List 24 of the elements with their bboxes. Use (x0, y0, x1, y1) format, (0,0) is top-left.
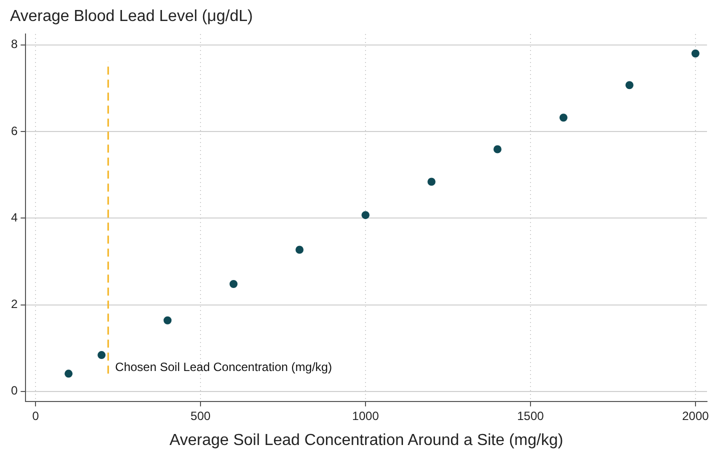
y-tick-label: 0 (10, 384, 18, 398)
point (691, 49, 700, 58)
point (559, 114, 568, 122)
point (296, 246, 304, 254)
point (164, 316, 172, 324)
point (64, 370, 73, 378)
x-tick-label: 1000 (352, 408, 380, 423)
point (493, 145, 502, 154)
point (625, 81, 634, 90)
y-tick-label: 8 (10, 37, 18, 52)
y-tick-label: 6 (10, 124, 18, 138)
x-tick-label: 2000 (682, 408, 710, 423)
point (230, 280, 238, 288)
point (98, 351, 106, 360)
x-axis-title: Average Soil Lead Concentration Around a Site (mg/kg) (169, 432, 564, 449)
y-axis-title: Average Blood Lead Level (μg/dL) (10, 8, 253, 26)
x-tick-label: 0 (32, 408, 40, 423)
point (428, 178, 436, 186)
x-tick-label: 500 (190, 408, 211, 423)
ref-line-label: Chosen Soil Lead Concentration (mg/kg) (115, 360, 332, 374)
x-tick-label: 1500 (517, 408, 544, 423)
point (362, 211, 370, 220)
y-tick-label: 2 (10, 297, 18, 312)
y-tick-label: 4 (10, 210, 18, 224)
